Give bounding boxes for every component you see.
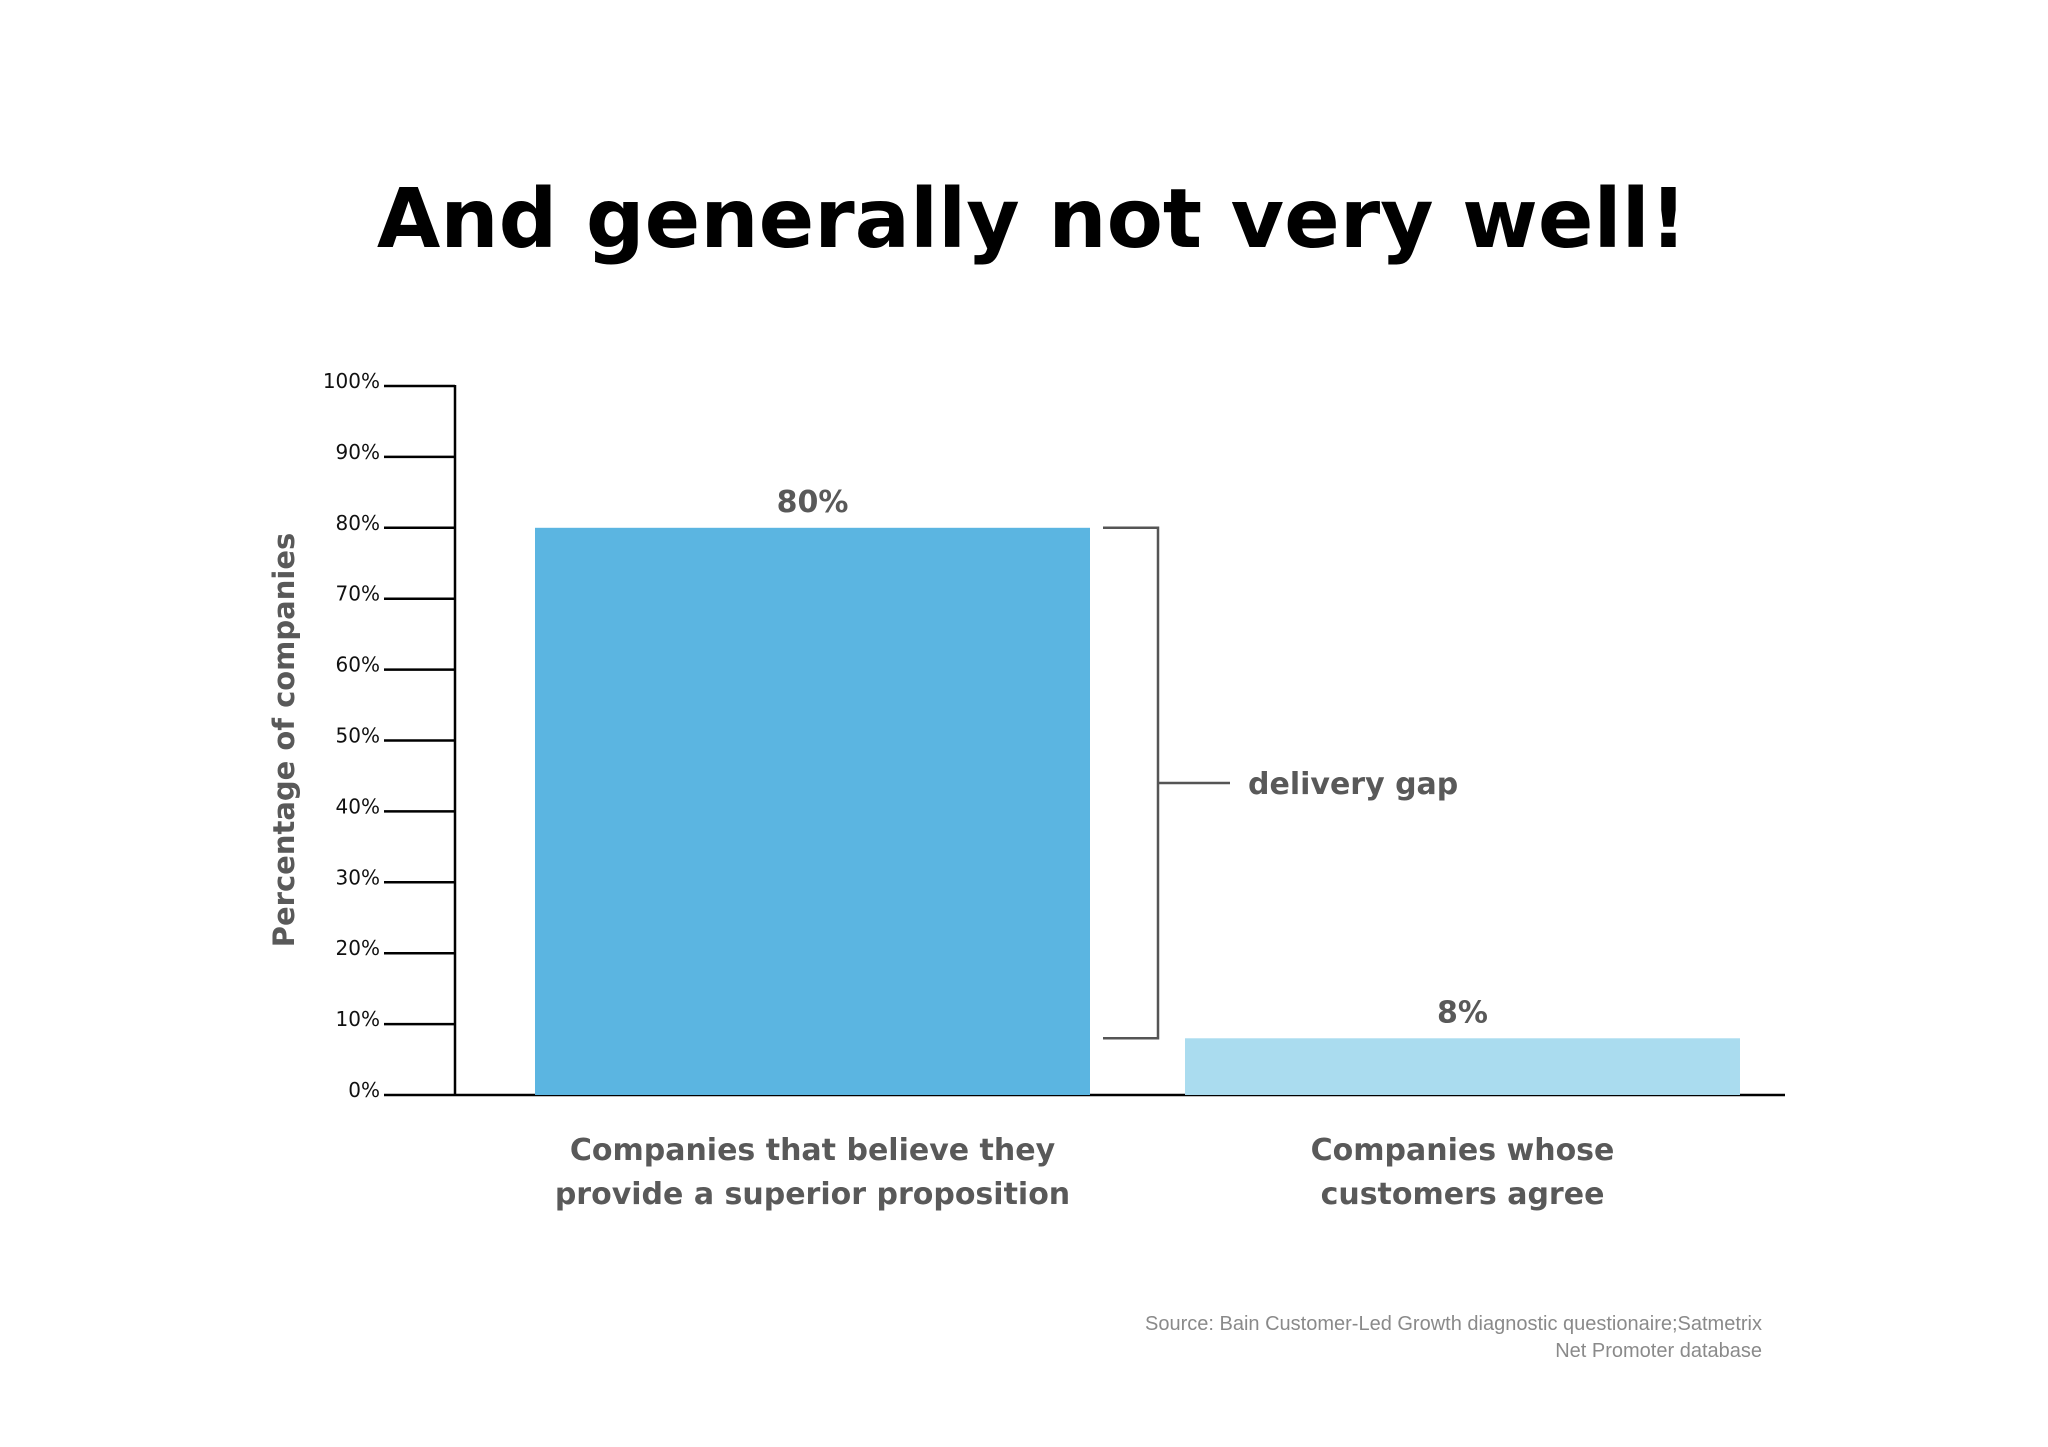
- y-tick-label-80: 80%: [336, 511, 380, 535]
- y-tick-label-40: 40%: [336, 794, 380, 818]
- bars: [535, 527, 1740, 1095]
- category-label-2-line-1: Companies whose: [1311, 1133, 1615, 1168]
- bar-1: [535, 527, 1090, 1095]
- source-line-2: Net Promoter database: [1555, 1340, 1762, 1362]
- chart-title: And generally not very well!: [377, 172, 1687, 267]
- y-tick-label-30: 30%: [336, 865, 380, 889]
- delivery-gap-label: delivery gap: [1248, 767, 1458, 802]
- category-label-2-line-2: customers agree: [1321, 1177, 1605, 1212]
- value-labels: 80% 8%: [777, 485, 1488, 1030]
- bar-2: [1185, 1038, 1740, 1095]
- y-tick-label-20: 20%: [336, 936, 380, 960]
- y-tick-label-100: 100%: [323, 369, 380, 393]
- y-axis-label: Percentage of companies: [267, 533, 301, 948]
- delivery-gap-bracket: [1103, 526, 1230, 1040]
- bar-value-label-1: 80%: [777, 485, 849, 520]
- y-tick-label-70: 70%: [336, 582, 380, 606]
- y-tick-label-10: 10%: [336, 1007, 380, 1031]
- category-label-1-line-1: Companies that believe they: [570, 1133, 1056, 1168]
- source-line-1: Source: Bain Customer-Led Growth diagnos…: [1145, 1313, 1762, 1335]
- y-tick-label-60: 60%: [336, 653, 380, 677]
- category-label-1-line-2: provide a superior proposition: [555, 1177, 1070, 1212]
- delivery-gap-annotation: delivery gap: [1103, 526, 1458, 1040]
- y-tick-label-50: 50%: [336, 724, 380, 748]
- bar-value-label-2: 8%: [1437, 995, 1488, 1030]
- source-note: Source: Bain Customer-Led Growth diagnos…: [1145, 1313, 1762, 1362]
- category-labels: Companies that believe they provide a sup…: [555, 1133, 1615, 1212]
- y-tick-label-90: 90%: [336, 440, 380, 464]
- y-tick-label-0: 0%: [348, 1078, 380, 1102]
